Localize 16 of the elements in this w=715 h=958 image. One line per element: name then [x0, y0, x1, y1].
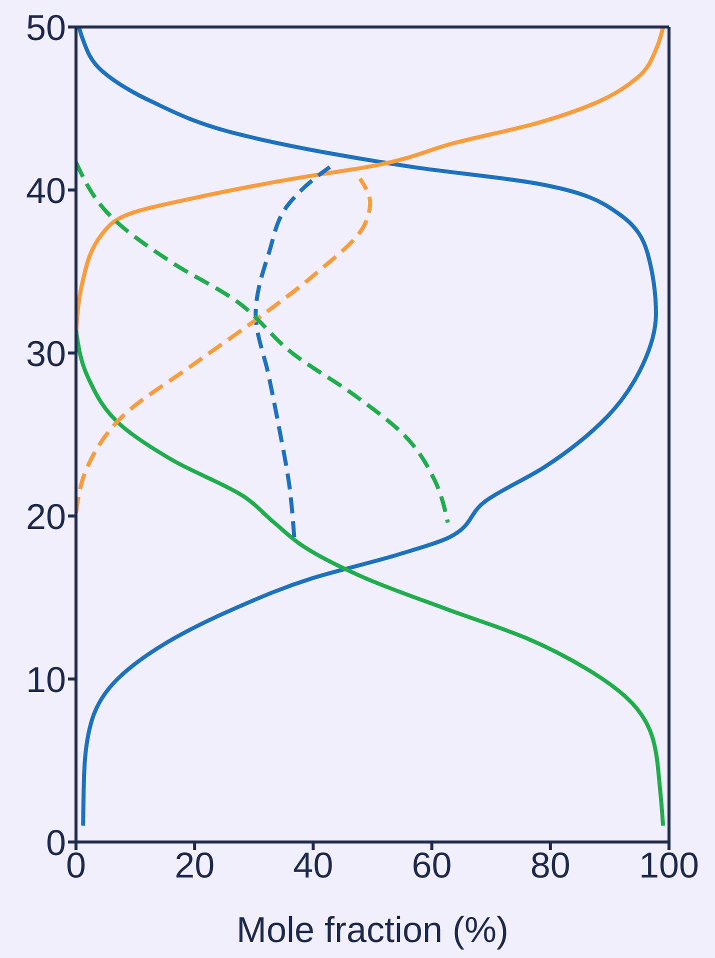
x-tick-label: 100	[638, 844, 700, 886]
y-tick-label: 30	[26, 332, 66, 374]
line-series	[76, 160, 450, 525]
x-axis-title: Mole fraction (%)	[236, 909, 509, 950]
x-tick-label: 60	[412, 844, 452, 886]
line-series	[254, 165, 332, 540]
line-series	[76, 176, 372, 515]
y-tick-label: 40	[26, 170, 66, 211]
x-tick-label: 20	[174, 844, 215, 886]
y-tick-label: 10	[26, 658, 66, 700]
y-tick-label: 50	[26, 6, 66, 48]
line-series	[76, 27, 658, 828]
y-tick-label: 20	[26, 496, 66, 537]
line-series	[76, 328, 666, 828]
x-tick-label: 80	[530, 844, 570, 886]
x-tick-label: 40	[293, 844, 334, 886]
